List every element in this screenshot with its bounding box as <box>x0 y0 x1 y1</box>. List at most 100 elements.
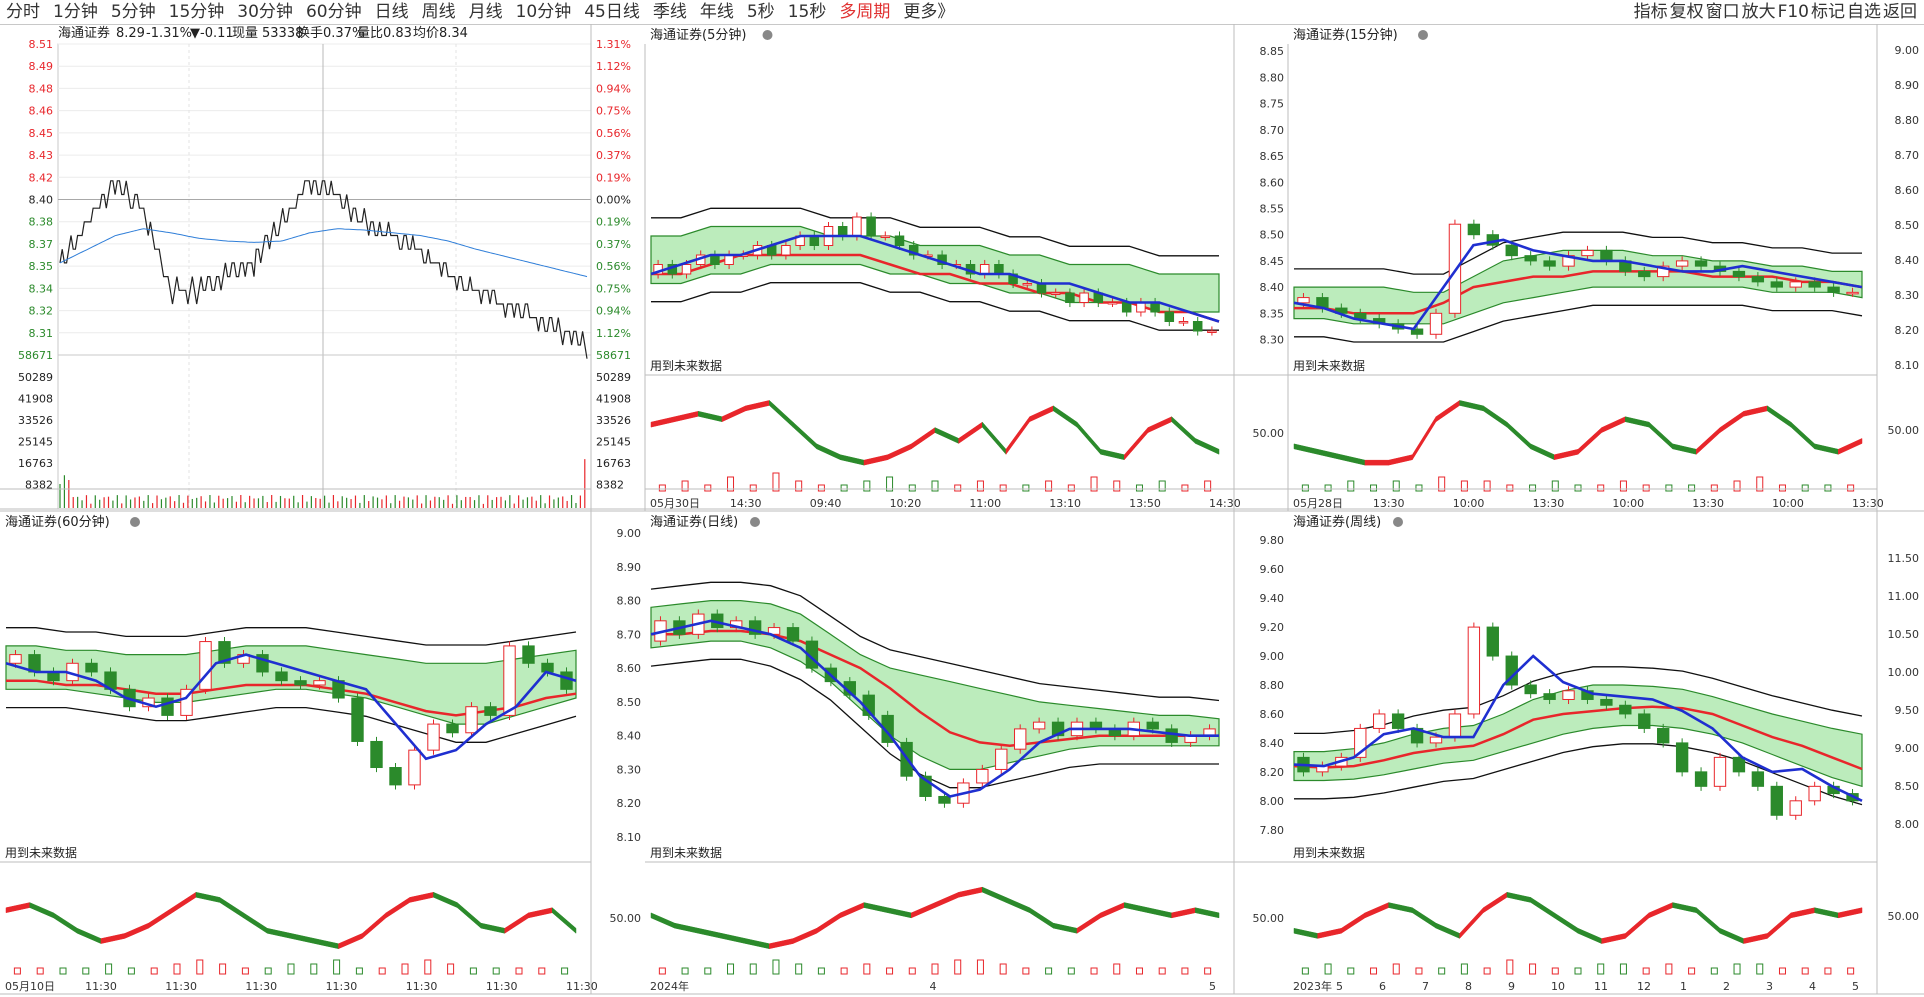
x-axis-tick: 5 <box>1336 980 1343 993</box>
histogram-bar <box>1597 484 1605 492</box>
kline-panel-5min[interactable]: 海通证券(5分钟) 用到未来数据 05月30日 14:30 09:40 10:20 11:0… <box>645 27 1241 510</box>
right-axis-tick: 8.80 <box>1895 114 1920 127</box>
intraday-pct-tick: 0.75% <box>596 105 631 118</box>
candle-body <box>1165 728 1178 743</box>
intraday-last-price: 8.29 <box>116 26 145 41</box>
candle-body <box>1032 721 1046 730</box>
candle-body <box>1675 260 1689 267</box>
x-axis-tick: 5 <box>1852 980 1859 993</box>
x-axis-tick: 11:30 <box>85 980 117 993</box>
tab-weekly[interactable]: 周线 <box>421 2 456 22</box>
candle-body <box>199 641 212 690</box>
oscillator-segment <box>1147 907 1172 919</box>
tab-monthly[interactable]: 月线 <box>468 2 503 22</box>
candle-body <box>1354 727 1367 758</box>
oscillator-segment <box>1435 922 1460 939</box>
oscillator-segment <box>982 421 1007 455</box>
histogram-bar <box>561 967 569 975</box>
back-button[interactable]: 返回 <box>1883 2 1917 22</box>
tab-10min[interactable]: 10分钟 <box>515 2 572 22</box>
watchlist-button[interactable]: 自选 <box>1847 2 1881 22</box>
candle-body <box>837 226 848 237</box>
tab-5sec[interactable]: 5秒 <box>746 2 775 22</box>
tab-daily[interactable]: 日线 <box>374 2 409 22</box>
intraday-price-tick: 8.34 <box>29 282 54 295</box>
short-ma-line <box>650 234 1220 323</box>
oscillator-segment <box>1554 448 1579 461</box>
candle-body <box>1524 684 1537 695</box>
right-axis-tick: 50.00 <box>1888 910 1920 923</box>
candle-body <box>1808 281 1821 288</box>
right-axis-tick: 8.70 <box>1895 149 1920 162</box>
kline-panel-weekly[interactable]: 海通证券(周线) 9.80 9.60 9.40 9.20 9.00 8.80 8.60 8.40… <box>1253 514 1878 993</box>
histogram-bar <box>1506 959 1514 975</box>
indicator-button[interactable]: 指标 <box>1633 2 1668 22</box>
histogram-bar <box>908 967 916 975</box>
mark-button[interactable]: 标记 <box>1811 2 1845 22</box>
tab-45day[interactable]: 45日线 <box>584 2 640 22</box>
oscillator-segment <box>1124 902 1149 914</box>
oscillator-segment <box>1076 421 1101 455</box>
histogram-bar <box>196 959 204 975</box>
tab-15min[interactable]: 15分钟 <box>168 2 225 22</box>
intraday-pct-tick: 0.37% <box>596 238 631 251</box>
tab-quarterly[interactable]: 季线 <box>652 2 687 22</box>
tab-5min[interactable]: 5分钟 <box>110 2 156 22</box>
intraday-pct-tick: 1.31% <box>596 38 631 51</box>
candle-body <box>1543 693 1556 700</box>
tab-fenshi[interactable]: 分时 <box>6 2 40 22</box>
candle-body <box>1675 742 1689 773</box>
tab-15sec[interactable]: 15秒 <box>787 2 827 22</box>
intraday-avg-line <box>59 228 588 278</box>
histogram-bar <box>749 963 757 975</box>
tab-multi-period[interactable]: 多周期 <box>839 2 891 22</box>
adjust-button[interactable]: 复权 <box>1669 2 1704 22</box>
histogram-bar <box>447 963 455 975</box>
oscillator-segment <box>1838 438 1863 455</box>
oscillator-segment <box>1577 427 1602 455</box>
f10-button[interactable]: F10 <box>1777 2 1809 22</box>
candle-body <box>786 627 800 642</box>
oscillator-segment <box>1364 902 1389 919</box>
histogram-bar <box>1756 476 1764 492</box>
intraday-vol-tick-right: 8382 <box>596 479 624 492</box>
panel-title: 海通证券(日线) <box>650 514 738 530</box>
zoom-button[interactable]: 放大 <box>1741 2 1776 22</box>
tab-30min[interactable]: 30分钟 <box>237 2 293 22</box>
histogram-bar <box>1824 484 1832 492</box>
x-axis-tick: 09:40 <box>810 497 842 510</box>
bollinger-lower-line <box>6 706 577 743</box>
intraday-chart[interactable]: 海通证券 8.29 -1.31% ▼-0.11 现量 53338 换手 0.37… <box>18 25 631 510</box>
oscillator-segment <box>792 421 817 450</box>
tab-60min[interactable]: 60分钟 <box>305 2 362 22</box>
candle-body <box>1600 698 1613 706</box>
candle-body <box>1036 283 1047 294</box>
oscillator-segment <box>745 400 770 412</box>
panel-y-tick: 8.20 <box>1260 766 1285 779</box>
oscillator-segment <box>1171 416 1196 444</box>
kline-panel-daily[interactable]: 海通证券(日线) 9.00 8.90 8.80 8.70 8.60 8.50 8.40 8.30… <box>610 514 1235 993</box>
kline-panel-15min[interactable]: 海通证券(15分钟) 8.85 8.80 8.75 8.70 8.65 8.60 8.55 8.… <box>1253 27 1884 510</box>
x-axis-tick: 14:30 <box>730 497 762 510</box>
x-axis-tick: 13:30 <box>1852 497 1884 510</box>
oscillator-segment <box>887 443 912 461</box>
tab-yearly[interactable]: 年线 <box>699 2 734 22</box>
candle-body <box>465 706 478 734</box>
histogram-bar <box>1347 967 1355 975</box>
x-axis-tick: 11:30 <box>326 980 358 993</box>
histogram-bar <box>976 959 984 975</box>
candle-body <box>710 254 720 265</box>
kline-panel-60min[interactable]: 海通证券(60分钟) 用到未来数据 05月10日 11:30 11:30 11:30 11:… <box>0 514 598 993</box>
oscillator-segment <box>1029 405 1054 423</box>
tab-1min[interactable]: 1分钟 <box>53 2 98 22</box>
candle-body <box>1505 244 1518 257</box>
x-axis-tick: 10:00 <box>1772 497 1804 510</box>
candle-body <box>976 768 989 784</box>
oscillator-segment <box>1530 896 1555 919</box>
intraday-volume-label: 现量 <box>232 26 258 41</box>
oscillator-segment <box>1601 933 1626 944</box>
oscillator-segment <box>1743 405 1768 417</box>
panel-y-tick: 8.60 <box>1260 176 1285 189</box>
window-button[interactable]: 窗口 <box>1705 2 1740 22</box>
tab-more[interactable]: 更多》 <box>903 2 955 22</box>
